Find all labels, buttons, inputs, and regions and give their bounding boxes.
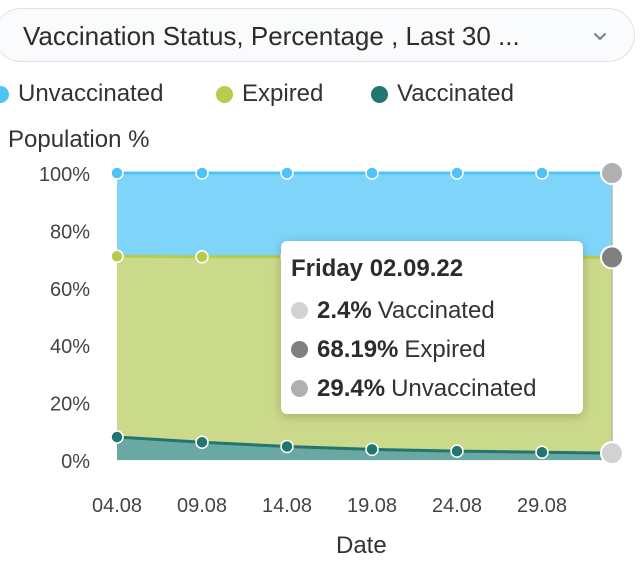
chart-tooltip: Friday 02.09.22 2.4% Vaccinated 68.19% E…	[281, 241, 583, 414]
highlighted-point-unvaccinated[interactable]	[600, 161, 624, 186]
chart-selector-text: Vaccination Status, Percentage , Last 30…	[23, 21, 520, 51]
y-tick-label: 40%	[50, 336, 90, 358]
chart-legend: Unvaccinated Expired Vaccinated	[0, 80, 641, 112]
data-point-unvaccinated[interactable]	[195, 166, 209, 180]
legend-dot-vaccinated	[371, 85, 388, 103]
data-point-vaccinated[interactable]	[450, 444, 464, 458]
data-point-vaccinated[interactable]	[280, 439, 294, 454]
tooltip-value-vaccinated: 2.4%	[317, 296, 372, 324]
y-tick-label: 80%	[50, 221, 90, 243]
x-tick-label: 14.08	[262, 495, 312, 517]
tooltip-value-unvaccinated: 29.4%	[317, 374, 386, 402]
chevron-down-icon	[594, 33, 606, 40]
data-point-unvaccinated[interactable]	[450, 166, 464, 180]
data-point-expired[interactable]	[195, 250, 209, 264]
x-tick-label: 19.08	[347, 495, 397, 517]
data-point-vaccinated[interactable]	[110, 430, 124, 444]
data-point-unvaccinated[interactable]	[365, 166, 379, 180]
x-tick-label: 24.08	[432, 495, 482, 517]
legend-dot-unvaccinated	[0, 85, 9, 103]
highlighted-point-expired[interactable]	[600, 245, 624, 270]
y-tick-label: 60%	[50, 279, 90, 301]
chart-selector-dropdown[interactable]: Vaccination Status, Percentage , Last 30…	[0, 8, 635, 62]
tooltip-row-unvaccinated: 29.4% Unvaccinated	[291, 369, 583, 408]
x-tick-label: 29.08	[517, 495, 567, 517]
data-point-vaccinated[interactable]	[535, 445, 549, 460]
tooltip-value-expired: 68.19%	[317, 335, 399, 363]
area-vaccinated	[117, 437, 612, 460]
tooltip-title: Friday 02.09.22	[291, 255, 464, 282]
legend-label-unvaccinated: Unvaccinated	[18, 80, 164, 107]
tooltip-dot-vaccinated	[291, 302, 308, 319]
legend-item-unvaccinated[interactable]: Unvaccinated	[0, 80, 163, 108]
data-point-unvaccinated[interactable]	[110, 166, 124, 180]
y-tick-label: 20%	[50, 394, 90, 416]
data-point-unvaccinated[interactable]	[535, 166, 549, 180]
tooltip-row-vaccinated: 2.4% Vaccinated	[291, 291, 583, 330]
x-tick-label: 09.08	[177, 495, 227, 517]
legend-dot-expired	[216, 85, 233, 103]
tooltip-dot-expired	[291, 341, 308, 358]
data-point-unvaccinated[interactable]	[280, 166, 294, 180]
tooltip-label-expired: Expired	[404, 335, 486, 363]
highlighted-point-vaccinated[interactable]	[600, 441, 624, 466]
data-point-vaccinated[interactable]	[195, 435, 209, 449]
x-tick-label: 04.08	[92, 495, 142, 517]
y-tick-label: 0%	[61, 451, 90, 473]
legend-item-vaccinated[interactable]: Vaccinated	[371, 80, 514, 108]
area-unvaccinated	[117, 173, 612, 258]
legend-label-vaccinated: Vaccinated	[397, 80, 514, 107]
y-axis-title: Population %	[8, 126, 150, 153]
x-axis-title: Date	[336, 532, 387, 559]
tooltip-row-expired: 68.19% Expired	[291, 330, 583, 369]
tooltip-label-unvaccinated: Unvaccinated	[391, 374, 537, 402]
tooltip-dot-unvaccinated	[291, 380, 308, 397]
legend-item-expired[interactable]: Expired	[216, 80, 323, 108]
data-point-expired[interactable]	[110, 249, 124, 263]
legend-label-expired: Expired	[242, 80, 324, 107]
data-point-vaccinated[interactable]	[365, 442, 379, 457]
tooltip-label-vaccinated: Vaccinated	[377, 296, 495, 324]
y-tick-label: 100%	[39, 164, 90, 186]
